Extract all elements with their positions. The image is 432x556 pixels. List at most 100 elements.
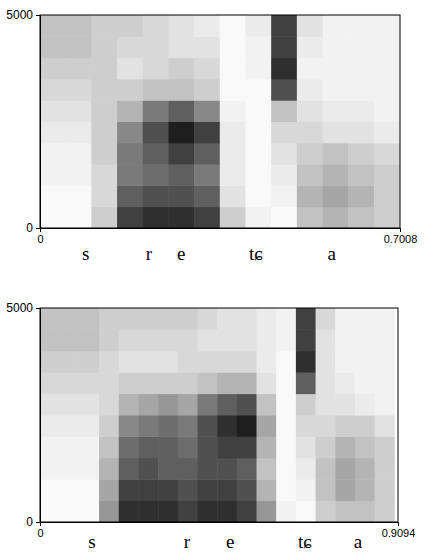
segment-label: s bbox=[82, 243, 89, 264]
y-tick-mark bbox=[36, 308, 40, 309]
cell bbox=[374, 58, 400, 80]
cell bbox=[296, 458, 316, 480]
cell bbox=[374, 143, 400, 165]
cell bbox=[323, 207, 349, 228]
cell bbox=[220, 100, 246, 122]
cell bbox=[40, 15, 66, 37]
cell bbox=[355, 479, 375, 501]
cell bbox=[158, 329, 178, 351]
cell bbox=[245, 36, 271, 58]
cell bbox=[40, 122, 66, 144]
cell bbox=[117, 207, 143, 228]
cell bbox=[217, 458, 237, 480]
cell bbox=[194, 185, 220, 207]
cell bbox=[158, 372, 178, 394]
cell bbox=[245, 185, 271, 207]
cell bbox=[220, 185, 246, 207]
cell bbox=[143, 164, 169, 186]
cell bbox=[276, 415, 296, 437]
cell bbox=[91, 79, 117, 101]
cell bbox=[355, 372, 375, 394]
y-axis: 05000 bbox=[6, 8, 40, 235]
cell bbox=[138, 394, 158, 416]
cell bbox=[297, 122, 323, 144]
cell bbox=[220, 58, 246, 80]
cell bbox=[119, 501, 139, 522]
cell bbox=[323, 100, 349, 122]
cell bbox=[117, 79, 143, 101]
cell bbox=[374, 100, 400, 122]
cell bbox=[66, 58, 92, 80]
cell bbox=[40, 329, 60, 351]
cell bbox=[237, 458, 257, 480]
cell bbox=[348, 164, 374, 186]
cell bbox=[355, 308, 375, 330]
cell bbox=[117, 36, 143, 58]
cell bbox=[271, 58, 297, 80]
cell bbox=[168, 207, 194, 228]
cell bbox=[66, 36, 92, 58]
cell bbox=[323, 36, 349, 58]
cell bbox=[91, 207, 117, 228]
cell bbox=[271, 15, 297, 37]
spectrogram-panel: 0500000.9094sretɕa bbox=[6, 301, 415, 552]
y-tick-label: 5000 bbox=[6, 8, 33, 22]
cell bbox=[217, 436, 237, 458]
cell bbox=[316, 458, 336, 480]
cell bbox=[375, 351, 395, 373]
segment-label: r bbox=[184, 531, 191, 552]
cell bbox=[348, 58, 374, 80]
cell bbox=[374, 207, 400, 228]
cell bbox=[197, 329, 217, 351]
cell bbox=[297, 207, 323, 228]
cell bbox=[355, 415, 375, 437]
cell bbox=[168, 143, 194, 165]
cell bbox=[119, 415, 139, 437]
cell bbox=[66, 79, 92, 101]
cell bbox=[168, 36, 194, 58]
cell bbox=[297, 185, 323, 207]
cell bbox=[119, 394, 139, 416]
cell bbox=[66, 143, 92, 165]
cell bbox=[316, 308, 336, 330]
cell bbox=[178, 458, 198, 480]
cell bbox=[296, 308, 316, 330]
cell bbox=[197, 501, 217, 522]
cell bbox=[194, 164, 220, 186]
cell bbox=[237, 351, 257, 373]
cell bbox=[257, 394, 277, 416]
cell bbox=[119, 351, 139, 373]
cell bbox=[138, 501, 158, 522]
cell bbox=[168, 185, 194, 207]
x-axis-line bbox=[41, 523, 399, 527]
cell bbox=[99, 501, 119, 522]
cell bbox=[316, 394, 336, 416]
cell bbox=[271, 122, 297, 144]
cell bbox=[297, 58, 323, 80]
cell bbox=[79, 372, 99, 394]
cell bbox=[168, 100, 194, 122]
cell bbox=[375, 394, 395, 416]
cell bbox=[138, 458, 158, 480]
cell bbox=[158, 458, 178, 480]
cell bbox=[316, 436, 336, 458]
cell bbox=[355, 458, 375, 480]
cell bbox=[237, 436, 257, 458]
cell bbox=[271, 185, 297, 207]
cell bbox=[257, 415, 277, 437]
cell bbox=[158, 479, 178, 501]
cell bbox=[323, 58, 349, 80]
cell bbox=[323, 15, 349, 37]
cell bbox=[60, 479, 80, 501]
cell bbox=[138, 351, 158, 373]
cell bbox=[257, 501, 277, 522]
cell bbox=[194, 143, 220, 165]
cell bbox=[335, 436, 355, 458]
y-tick-mark bbox=[36, 228, 40, 229]
cell bbox=[99, 479, 119, 501]
cell bbox=[197, 351, 217, 373]
cell bbox=[66, 185, 92, 207]
cell bbox=[60, 415, 80, 437]
cell bbox=[257, 329, 277, 351]
cell bbox=[296, 415, 316, 437]
